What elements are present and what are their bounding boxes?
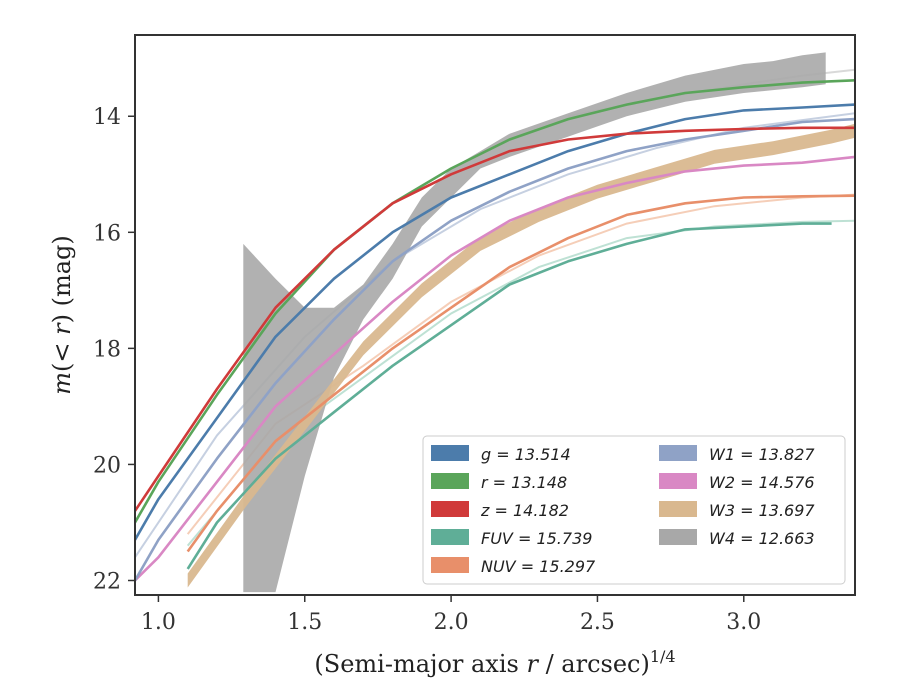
legend-g-swatch bbox=[431, 445, 469, 461]
series-z-line bbox=[135, 126, 855, 512]
legend-g-label: g = 13.514 bbox=[481, 445, 571, 464]
y-axis-label: m(< r) (mag) bbox=[48, 235, 76, 395]
x-tick-label: 3.0 bbox=[726, 610, 761, 635]
x-tick-label: 2.0 bbox=[434, 610, 469, 635]
legend-w1-label: W1 = 13.827 bbox=[709, 445, 815, 464]
x-tick-label: 1.5 bbox=[287, 610, 322, 635]
series-r-line bbox=[135, 79, 855, 524]
legend-nuv-label: NUV = 15.297 bbox=[481, 557, 596, 576]
legend-z-swatch bbox=[431, 501, 469, 517]
series-w1-line bbox=[135, 117, 855, 582]
plot-frame bbox=[134, 34, 856, 596]
legend-fuv-swatch bbox=[431, 529, 469, 545]
legend-w1-swatch bbox=[659, 445, 697, 461]
legend-w3-label: W3 = 13.697 bbox=[709, 501, 815, 520]
legend-w2-label: W2 = 14.576 bbox=[709, 473, 815, 492]
axis-ticks: 1.0 1.5 2.0 2.5 3.0 14 16 18 20 22 bbox=[93, 105, 761, 635]
x-tick-label: 1.0 bbox=[141, 610, 176, 635]
legend: g = 13.514 r = 13.148 z = 14.182 FUV = 15.7… bbox=[422, 435, 846, 585]
legend-w3-swatch bbox=[659, 501, 697, 517]
series-w2-line bbox=[135, 155, 855, 582]
legend-w4-label: W4 = 12.663 bbox=[709, 529, 815, 548]
legend-fuv-label: FUV = 15.739 bbox=[481, 529, 592, 548]
legend-r-label: r = 13.148 bbox=[481, 473, 567, 492]
x-tick-label: 2.5 bbox=[580, 610, 615, 635]
series-nuv-line bbox=[186, 194, 855, 553]
series-fuv-line bbox=[186, 222, 832, 570]
x-axis-label: (Semi-major axis r / arcsec)1/4 bbox=[314, 647, 675, 678]
y-tick-label: 22 bbox=[93, 569, 121, 594]
legend-w2-swatch bbox=[659, 473, 697, 489]
legend-z-label: z = 14.182 bbox=[480, 501, 569, 520]
y-tick-label: 16 bbox=[93, 221, 121, 246]
legend-box bbox=[422, 435, 846, 585]
series-g-line bbox=[135, 103, 855, 541]
legend-w4-swatch bbox=[659, 529, 697, 545]
y-tick-label: 18 bbox=[93, 337, 121, 362]
legend-nuv-swatch bbox=[431, 557, 469, 573]
y-tick-label: 20 bbox=[93, 453, 121, 478]
legend-r-swatch bbox=[431, 473, 469, 489]
series-w4-band bbox=[243, 52, 826, 593]
plot-area bbox=[135, 52, 855, 593]
y-tick-label: 14 bbox=[93, 105, 121, 130]
